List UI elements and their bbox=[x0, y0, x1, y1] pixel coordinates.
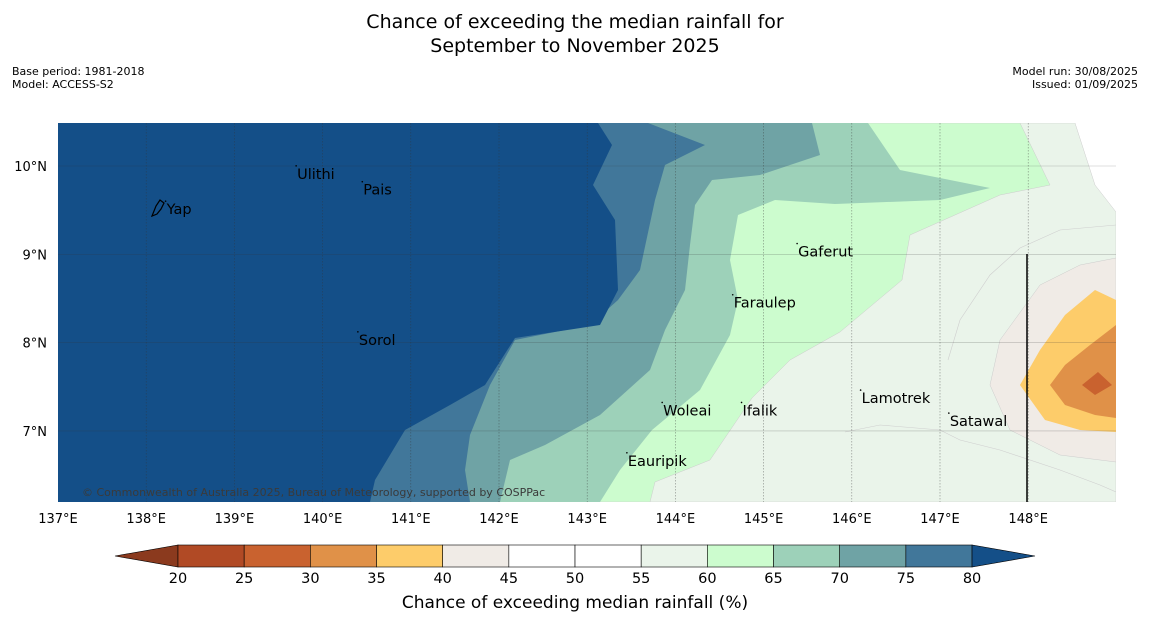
colorbar-tick-label: 25 bbox=[235, 571, 253, 587]
meta-right: Model run: 30/08/2025 Issued: 01/09/2025 bbox=[1012, 65, 1138, 91]
contour-line-a bbox=[844, 424, 1116, 493]
lon-tick-label: 137°E bbox=[38, 512, 78, 527]
colorbar-segment bbox=[177, 544, 245, 568]
place-marker bbox=[626, 452, 628, 454]
colorbar-segment bbox=[376, 544, 443, 568]
colorbar-segment bbox=[508, 544, 576, 568]
colorbar-over-arrow bbox=[971, 544, 1036, 568]
title-line-2: September to November 2025 bbox=[430, 35, 720, 57]
model-run: Model run: 30/08/2025 bbox=[1012, 65, 1138, 78]
lon-tick-label: 141°E bbox=[391, 512, 431, 527]
lat-tick-label: 7°N bbox=[23, 425, 48, 440]
place-marker bbox=[948, 412, 950, 414]
place-label: Sorol bbox=[359, 333, 396, 349]
lat-tick-label: 8°N bbox=[23, 337, 48, 352]
place-gaferut: Gaferut bbox=[796, 242, 853, 261]
place-faraulep: Faraulep bbox=[731, 293, 796, 312]
colorbar-tick-label: 70 bbox=[830, 571, 848, 587]
lon-tick-label: 143°E bbox=[567, 512, 607, 527]
lon-tick-label: 142°E bbox=[479, 512, 519, 527]
place-label: Faraulep bbox=[734, 296, 796, 312]
place-label: Yap bbox=[166, 202, 192, 218]
copyright-text: © Commonwealth of Australia 2025, Bureau… bbox=[82, 486, 545, 499]
place-label: Woleai bbox=[663, 403, 711, 419]
colorbar-segment bbox=[310, 544, 377, 568]
colorbar-tick-label: 75 bbox=[897, 571, 915, 587]
colorbar-tick-label: 55 bbox=[632, 571, 650, 587]
colorbar-tick-label: 40 bbox=[433, 571, 451, 587]
colorbar-label: Chance of exceeding median rainfall (%) bbox=[401, 593, 749, 613]
colorbar-segment bbox=[839, 544, 907, 568]
place-pais: Pais bbox=[361, 180, 392, 199]
contour-above-80 bbox=[58, 123, 618, 502]
place-marker bbox=[361, 180, 364, 183]
place-yap: Yap bbox=[164, 200, 192, 218]
colorbar: 20 25 30 35 40 45 50 55 60 65 70 75 80 bbox=[114, 544, 1036, 587]
colorbar-segment bbox=[640, 544, 708, 568]
place-label: Ifalik bbox=[743, 403, 778, 419]
place-marker bbox=[859, 389, 862, 391]
lon-tick-label: 146°E bbox=[832, 512, 872, 527]
colorbar-under-arrow bbox=[114, 544, 179, 568]
place-label: Pais bbox=[363, 183, 392, 199]
colorbar-tick-label: 50 bbox=[566, 571, 584, 587]
contour-30-35 bbox=[1050, 325, 1116, 418]
lon-tick-label: 140°E bbox=[303, 512, 343, 527]
place-marker bbox=[295, 165, 297, 167]
colorbar-tick-label: 65 bbox=[764, 571, 782, 587]
colorbar-tick-label: 30 bbox=[301, 571, 319, 587]
place-sorol: Sorol bbox=[357, 331, 396, 349]
base-period: Base period: 1981-2018 bbox=[12, 65, 145, 78]
place-eauripik: Eauripik bbox=[626, 452, 687, 470]
lon-tick-label: 145°E bbox=[744, 512, 784, 527]
colorbar-tick-label: 45 bbox=[500, 571, 518, 587]
place-lamotrek: Lamotrek bbox=[859, 389, 931, 407]
colorbar-tick-label: 60 bbox=[698, 571, 716, 587]
colorbar-segment bbox=[905, 544, 973, 568]
issued-date: Issued: 01/09/2025 bbox=[1031, 78, 1138, 91]
title-line-1: Chance of exceeding the median rainfall … bbox=[366, 11, 784, 33]
place-marker bbox=[796, 242, 798, 245]
model-name: Model: ACCESS-S2 bbox=[12, 78, 114, 91]
colorbar-tick-label: 35 bbox=[367, 571, 385, 587]
place-marker bbox=[740, 401, 743, 404]
place-ifalik: Ifalik bbox=[740, 401, 778, 419]
place-satawal: Satawal bbox=[948, 412, 1007, 430]
meta-left: Base period: 1981-2018 Model: ACCESS-S2 bbox=[12, 65, 144, 91]
map-title: Chance of exceeding the median rainfall … bbox=[0, 10, 1150, 58]
lat-tick-label: 9°N bbox=[23, 248, 48, 263]
colorbar-segment bbox=[707, 544, 774, 568]
place-woleai: Woleai bbox=[661, 401, 711, 419]
contour-25-30 bbox=[1082, 372, 1112, 395]
lat-tick-label: 10°N bbox=[14, 160, 47, 175]
colorbar-segment bbox=[574, 544, 642, 568]
lon-tick-label: 138°E bbox=[126, 512, 166, 527]
graticule bbox=[58, 123, 1116, 502]
place-label: Eauripik bbox=[628, 454, 687, 470]
colorbar-segment bbox=[773, 544, 841, 568]
contour-line-b bbox=[947, 224, 1116, 361]
place-marker bbox=[357, 331, 359, 333]
axis-ticks: 137°E 138°E 139°E 140°E 141°E 142°E 143°E 144°E… bbox=[14, 160, 1048, 527]
colorbar-tick-label: 80 bbox=[963, 571, 981, 587]
yap-island-icon bbox=[150, 199, 165, 218]
lon-tick-label: 147°E bbox=[920, 512, 960, 527]
place-marker bbox=[661, 401, 663, 404]
lon-tick-label: 139°E bbox=[215, 512, 255, 527]
lon-tick-label: 148°E bbox=[1008, 512, 1048, 527]
place-labels: Yap Ulithi Pais Gaferut Faraulep Sorol Woleai I… bbox=[164, 165, 1007, 470]
colorbar-segment bbox=[442, 544, 510, 568]
place-label: Lamotrek bbox=[862, 391, 931, 407]
place-label: Ulithi bbox=[297, 167, 335, 183]
colorbar-segment bbox=[243, 544, 311, 568]
lon-tick-label: 144°E bbox=[656, 512, 696, 527]
colorbar-tick-label: 20 bbox=[169, 571, 187, 587]
place-marker bbox=[164, 200, 167, 202]
place-label: Satawal bbox=[950, 414, 1007, 430]
place-ulithi: Ulithi bbox=[295, 165, 335, 183]
place-label: Gaferut bbox=[798, 245, 853, 261]
place-marker bbox=[731, 293, 734, 296]
